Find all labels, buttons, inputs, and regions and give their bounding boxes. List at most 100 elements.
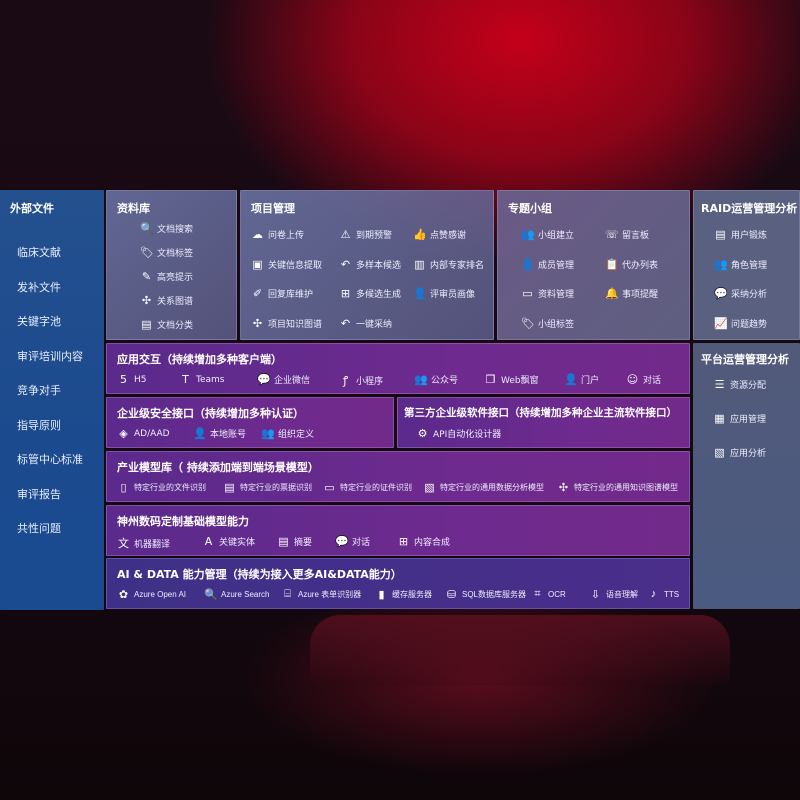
users-icon: 👥 [714,257,728,271]
sidebar-item[interactable]: 标管中心标准 [17,453,83,466]
project-item[interactable]: ▥ 内部专家排名 [413,258,484,271]
raid-item[interactable]: 📈 问题趋势 [714,317,767,330]
industry-item[interactable]: ✣ 特定行业的通用知识图谱模型 [557,481,678,494]
bell-icon: 🔔 [605,287,619,300]
base-item[interactable]: ⊞ 内容合成 [397,535,450,548]
sidebar-item[interactable]: 竞争对手 [17,384,61,397]
project-item[interactable]: ↶ 一键采纳 [339,317,392,330]
panel-base-models: 神州数码定制基础模型能力文机器翻译 A 关键实体 ▤ 摘要 💬 对话 ⊞ 内容合成 [106,505,690,556]
app-item[interactable]: 👥 公众号 [414,373,458,386]
platform-item[interactable]: ☰ 资源分配 [713,378,766,391]
aidata-item[interactable]: 🔍 Azure Search [204,588,269,601]
puzzle-icon: ⊞ [398,535,409,548]
folder-icon: ▭ [522,287,533,300]
project-item[interactable]: ✐ 回复库维护 [251,287,313,300]
sidebar-item[interactable]: 发补文件 [17,280,61,294]
app-item-label: 公众号 [431,376,459,386]
graph-icon: ✣ [558,482,569,494]
thirdparty-item[interactable]: ⚙ API自动化设计器 [416,427,502,440]
project-item[interactable]: ⊞ 多候选生成 [339,287,401,300]
sidebar-item[interactable]: 共性问题 [17,522,61,535]
html5-icon: 5 [120,373,127,386]
industry-item[interactable]: ▯ 特定行业的文件识别 [117,481,206,494]
aidata-item-label: 语音理解 [606,590,638,599]
industry-item[interactable]: ▤ 特定行业的票据识别 [223,481,312,494]
base-item[interactable]: 💬 对话 [335,535,370,548]
platform-item[interactable]: ▦ 应用管理 [713,412,766,425]
sidebar-title: 外部文件 [10,202,54,215]
summary-icon: ▤ [278,535,289,548]
groups-item[interactable]: 🔔 事项提醒 [605,287,658,300]
industry-item[interactable]: ▭ 特定行业的证件识别 [323,481,412,494]
raid-item[interactable]: 👥 角色管理 [714,258,767,271]
industry-item[interactable]: ▧ 特定行业的通用数据分析模型 [423,481,544,494]
project-item[interactable]: ✣ 项目知识图谱 [251,317,322,330]
library-item[interactable]: 🏷 文档标签 [140,246,193,259]
app-item[interactable]: 💬 企业微信 [257,373,310,386]
raid-item[interactable]: ▤ 用户锻炼 [714,228,767,241]
security-item[interactable]: 👤 本地账号 [193,427,246,440]
raid-title: RAID运营管理分析 [701,202,798,215]
raid-item[interactable]: 💬 采纳分析 [714,287,767,300]
sidebar-item[interactable]: 临床文献 [17,246,61,259]
base-item[interactable]: ▤ 摘要 [277,535,312,548]
project-item[interactable]: ▣ 关键信息提取 [251,258,322,271]
user-lock-icon: 👤 [193,427,207,440]
aidata-item[interactable]: ⌗ OCR [531,588,565,601]
project-item[interactable]: 👤 评审员画像 [413,287,475,300]
aidata-item[interactable]: ⇩ 语音理解 [589,588,638,601]
sidebar-item[interactable]: 关键字池 [17,315,61,328]
security-item-label: 本地账号 [210,430,247,440]
project-item[interactable]: ⚠ 到期预警 [339,228,392,241]
diamond-icon: ◈ [119,427,128,440]
groups-item[interactable]: ▭ 资料管理 [521,287,574,300]
groups-item[interactable]: 👥 小组建立 [521,228,574,241]
project-item-label: 关键信息提取 [268,260,323,271]
base-item-label: 机器翻译 [134,539,171,550]
app-item[interactable]: T Teams [179,373,224,386]
panel-app-interaction: 应用交互（持续增加多种客户端） 5 H5 T Teams 💬 企业微信 ꝭ 小程序 👥 公众号 ❐ We… [106,343,690,394]
base-item[interactable]: 文机器翻译 [117,535,170,551]
aidata-item[interactable]: ✿ Azure Open AI [117,588,186,601]
library-item[interactable]: 🔍 文档搜索 [140,222,193,235]
groups-item[interactable]: 👤 成员管理 [521,258,574,271]
analysis-icon: ▧ [714,446,725,459]
sidebar-item[interactable]: 审评报告 [17,487,61,501]
groups-item[interactable]: ☏ 留言板 [605,228,649,241]
aidata-item[interactable]: ♪ TTS [647,588,679,600]
bbs-icon: ☏ [605,228,619,241]
panel-third-party-interface: 第三方企业级软件接口（持续增加多种企业主流软件接口） ⚙ API自动化设计器 [397,397,690,448]
groups-item-label: 小组标签 [538,319,575,330]
aidata-item[interactable]: ⛁ SQL数据库服务器 [445,588,526,601]
library-item[interactable]: ✎ 高亮提示 [140,270,193,283]
project-item-label: 项目知识图谱 [268,319,323,330]
base-item-label: 摘要 [294,538,313,548]
project-item[interactable]: ↶ 多样本候选 [339,258,401,271]
project-item-label: 多候选生成 [356,290,402,300]
app-item[interactable]: ☺ 对话 [626,373,661,386]
thirdparty-title: 第三方企业级软件接口（持续增加多种企业主流软件接口） [404,407,677,419]
security-item[interactable]: ◈ AD/AAD [117,427,169,440]
app-item[interactable]: ❐ Web飘窗 [484,373,539,386]
project-item[interactable]: 👍 点赞感谢 [413,228,466,241]
panel-raid-analysis: RAID运营管理分析 ▤ 用户锻炼 👥 角色管理 💬 采纳分析 📈 问题趋势 [693,190,800,340]
aidata-item[interactable]: ▮ 缓存服务器 [375,588,432,601]
platform-item[interactable]: ▧ 应用分析 [713,446,766,459]
library-item[interactable]: ▤ 文档分类 [140,318,193,331]
base-item[interactable]: A 关键实体 [202,535,255,548]
groups-item[interactable]: 📋 代办列表 [605,258,658,271]
users-icon: 👥 [414,373,428,386]
library-item[interactable]: ✣ 关系图谱 [140,294,193,307]
app-item[interactable]: ꝭ 小程序 [339,373,383,388]
groups-item[interactable]: 🏷 小组标签 [521,317,574,330]
sidebar-item[interactable]: 审评培训内容 [17,349,83,363]
security-item[interactable]: 👥 组织定义 [261,427,314,440]
sidebar-item[interactable]: 指导原则 [17,418,61,432]
app-item[interactable]: 5 H5 [117,373,147,386]
project-item[interactable]: ☁ 问卷上传 [251,228,304,241]
app-item[interactable]: 👤 门户 [564,373,599,386]
panel-topic-groups: 专题小组 👥 小组建立 ☏ 留言板 👤 成员管理 📋 代办列表 ▭ 资料管理 🔔 事项提醒 🏷 小组标签 [497,190,690,340]
aidata-item[interactable]: ⌸ Azure 表单识别器 [281,588,361,601]
background-floor [310,615,730,685]
file-icon: ▯ [120,482,127,494]
